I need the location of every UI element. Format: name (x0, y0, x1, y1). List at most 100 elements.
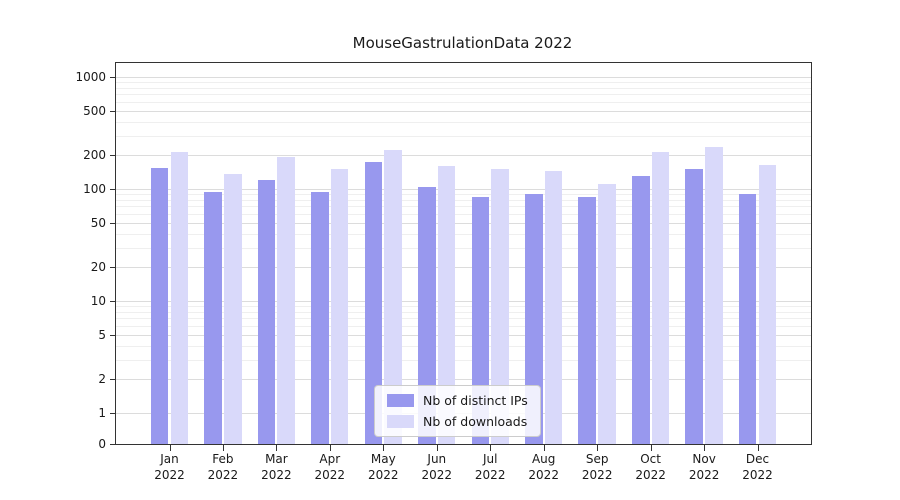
legend-item-distinct-ips: Nb of distinct IPs (387, 393, 528, 408)
x-tick-label-aug: Aug 2022 (528, 452, 559, 482)
gridline-major (116, 155, 811, 157)
legend-swatch-downloads (387, 415, 414, 428)
gridline-minor (116, 247, 811, 249)
gridline-minor (116, 306, 811, 308)
y-tick-mark (110, 222, 116, 224)
y-tick-label: 5 (98, 327, 106, 342)
x-tick-mark (222, 445, 224, 451)
x-tick-mark (169, 445, 171, 451)
bar-downloads-may (384, 149, 402, 444)
x-tick-mark (490, 445, 492, 451)
gridline-minor (116, 199, 811, 201)
x-tick-label-feb: Feb 2022 (207, 452, 239, 482)
x-tick-mark (757, 445, 759, 451)
x-tick-mark (329, 445, 331, 451)
x-tick-mark (597, 445, 599, 451)
legend-item-downloads: Nb of downloads (387, 414, 528, 429)
x-tick-label-jul: Jul 2022 (474, 452, 506, 482)
gridline-minor (116, 233, 811, 235)
x-tick-label-dec: Dec 2022 (742, 452, 773, 482)
gridline-minor (116, 206, 811, 208)
x-tick-mark (436, 445, 438, 451)
bar-distinct-ips-nov (685, 169, 704, 444)
gridline-minor (116, 213, 811, 215)
y-tick-mark (110, 155, 116, 157)
y-tick-mark (110, 379, 116, 381)
bar-distinct-ips-jun (418, 186, 436, 444)
bar-downloads-apr (330, 169, 349, 444)
y-tick-mark (110, 77, 116, 78)
y-tick-label: 2 (98, 372, 106, 387)
chart-title: MouseGastrulationData 2022 (352, 34, 573, 52)
bar-downloads-dec (758, 164, 777, 444)
gridline-minor (116, 311, 811, 313)
x-tick-label-may: May 2022 (368, 452, 399, 482)
bar-distinct-ips-feb (204, 191, 222, 444)
bar-distinct-ips-jul (471, 196, 490, 444)
gridline-minor (116, 325, 811, 327)
gridline-minor (116, 101, 811, 103)
bar-downloads-mar (277, 156, 296, 444)
y-tick-label: 1000 (75, 70, 106, 84)
gridline-major (116, 77, 811, 78)
legend-swatch-distinct-ips (387, 394, 414, 407)
y-tick-mark (110, 334, 116, 336)
bar-downloads-nov (705, 147, 723, 444)
gridline-minor (116, 135, 811, 137)
y-tick-mark (110, 444, 116, 445)
bar-downloads-oct (651, 151, 670, 444)
gridline-major (116, 267, 811, 269)
bar-distinct-ips-apr (311, 191, 329, 444)
gridline-major (116, 189, 811, 190)
y-tick-mark (110, 301, 116, 302)
legend: Nb of distinct IPs Nb of downloads (374, 385, 541, 437)
y-tick-label: 0 (98, 437, 106, 451)
gridline-minor (116, 345, 811, 347)
plot-area: 0 1 2 5 10 20 50 100 200 500 1000 Jan 2022 Feb 2022 M… (75, 62, 812, 482)
x-tick-mark (276, 445, 278, 451)
x-tick-label-mar: Mar 2022 (261, 452, 292, 482)
bar-downloads-jul (491, 169, 509, 444)
x-tick-label-oct: Oct 2022 (635, 452, 666, 482)
y-tick-mark (110, 110, 116, 112)
gridline-minor (116, 94, 811, 96)
gridline-minor (116, 194, 811, 196)
x-tick-mark (383, 445, 385, 451)
bar-distinct-ips-mar (257, 180, 276, 444)
y-tick-label: 1 (98, 406, 106, 420)
y-tick-label: 100 (83, 182, 106, 196)
gridline-major (116, 110, 811, 112)
bar-downloads-jan (170, 151, 189, 444)
bar-downloads-aug (544, 170, 563, 444)
y-tick-label: 200 (83, 148, 106, 163)
x-tick-label-nov: Nov 2022 (688, 452, 720, 482)
y-tick-mark (110, 189, 116, 190)
y-tick-label: 500 (83, 103, 106, 118)
bar-distinct-ips-jan (150, 167, 169, 444)
gridline-minor (116, 87, 811, 89)
legend-label-distinct-ips: Nb of distinct IPs (423, 393, 528, 408)
x-tick-label-apr: Apr 2022 (314, 452, 346, 482)
x-tick-mark (650, 445, 652, 451)
bar-distinct-ips-dec (738, 194, 757, 444)
gridline-major (116, 222, 811, 224)
y-tick-mark (110, 413, 116, 414)
legend-label-downloads: Nb of downloads (423, 414, 528, 429)
bar-distinct-ips-aug (525, 194, 543, 444)
y-tick-mark (110, 267, 116, 269)
gridline-major (116, 301, 811, 302)
bar-downloads-feb (223, 174, 242, 444)
x-tick-mark (543, 445, 545, 451)
gridline-minor (116, 318, 811, 320)
x-tick-label-jan: Jan 2022 (154, 452, 185, 482)
x-tick-mark (704, 445, 706, 451)
bar-distinct-ips-may (364, 161, 383, 444)
bar-downloads-sep (598, 184, 616, 444)
x-tick-label-sep: Sep 2022 (581, 452, 613, 482)
gridline-minor (116, 359, 811, 361)
y-tick-label: 10 (90, 294, 106, 308)
gridline-minor (116, 82, 811, 84)
bar-distinct-ips-sep (578, 196, 597, 444)
bar-distinct-ips-oct (631, 176, 650, 444)
